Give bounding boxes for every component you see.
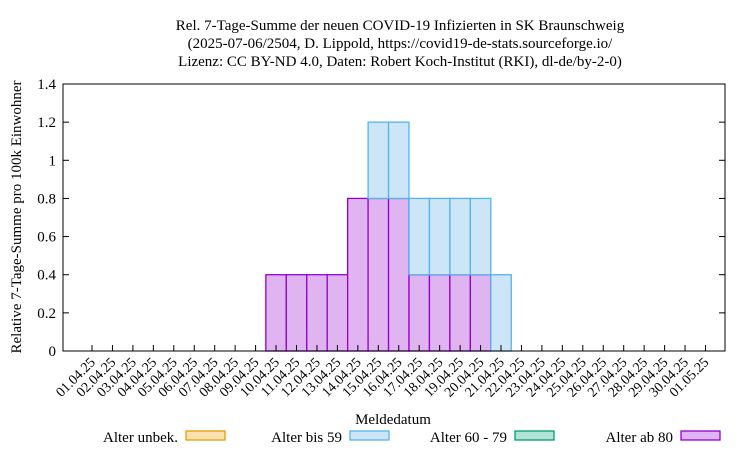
legend-swatch [349,430,390,441]
y-tick-label: 0.8 [37,191,56,207]
legend-label: Alter 60 - 79 [430,430,507,446]
y-tick-label: 1 [49,153,57,169]
y-tick-label: 0.2 [37,306,56,322]
bar-alter-ab-80-19.04.25 [449,274,471,352]
y-tick-label: 1.4 [37,77,56,93]
legend-label: Alter unbek. [103,430,178,446]
bar-alter-bis-59-17.04.25 [408,197,431,276]
legend: Alter unbek. Alter bis 59 Alter 60 - 79 Alt… [103,430,721,446]
bar-alter-bis-59-21.04.25 [490,274,512,352]
y-tick-label: 0 [49,344,57,360]
legend-swatch [514,430,555,441]
bar-alter-bis-59-19.04.25 [449,197,471,276]
x-ticks: 01.04.2502.04.2503.04.2504.04.2505.04.25… [54,345,712,400]
bars [265,121,512,352]
legend-label: Alter bis 59 [271,430,342,446]
legend-swatch [680,430,721,441]
x-axis-label: Meldedatum [355,412,431,428]
y-tick-label: 0.4 [37,268,56,284]
title-line-2: (2025-07-06/2504, D. Lippold, https://co… [188,36,613,52]
bar-alter-bis-59-20.04.25 [469,197,492,276]
title-line-1: Rel. 7-Tage-Summe der neuen COVID-19 Inf… [176,18,625,34]
bar-alter-ab-80-11.04.25 [285,274,308,352]
y-ticks: 0 0.2 0.4 0.6 0.8 1 1.2 1.4 [37,77,725,360]
bar-alter-ab-80-17.04.25 [408,274,431,352]
y-tick-label: 0.6 [37,230,56,246]
bar-alter-ab-80-14.04.25 [346,197,369,352]
y-tick-label: 1.2 [37,115,56,131]
legend-swatch [185,430,226,441]
bar-alter-ab-80-20.04.25 [469,274,492,352]
bar-alter-ab-80-16.04.25 [387,197,410,352]
bar-alter-ab-80-15.04.25 [367,197,390,352]
bar-alter-ab-80-12.04.25 [306,274,328,352]
chart-title: Rel. 7-Tage-Summe der neuen COVID-19 Inf… [176,18,625,70]
title-line-3: Lizenz: CC BY-ND 4.0, Daten: Robert Koch… [178,54,622,70]
plot-frame [62,83,726,352]
bar-alter-bis-59-16.04.25 [387,121,410,200]
bar-alter-bis-59-18.04.25 [428,197,451,276]
legend-label: Alter ab 80 [606,430,673,446]
bar-alter-ab-80-13.04.25 [326,274,349,352]
bar-alter-bis-59-15.04.25 [367,121,390,200]
bar-alter-ab-80-10.04.25 [265,274,287,352]
y-axis-label: Relative 7-Tage-Summe pro 100k Einwohner [9,80,25,353]
bar-alter-ab-80-18.04.25 [428,274,451,352]
